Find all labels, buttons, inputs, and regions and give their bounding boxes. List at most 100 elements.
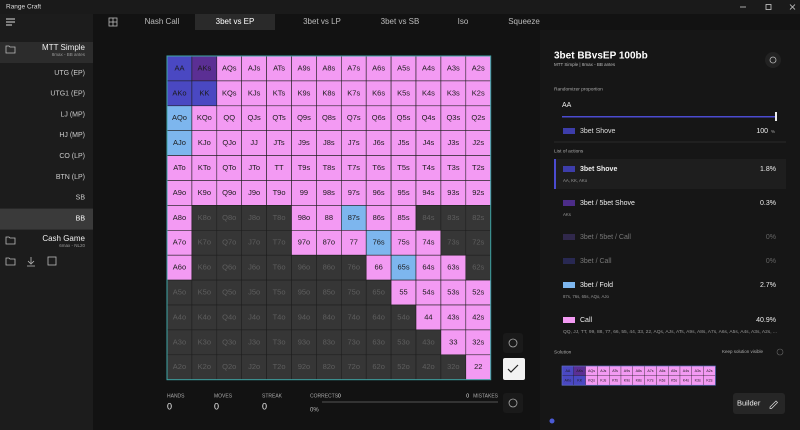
hand-cell[interactable] [340, 80, 367, 107]
settings-button[interactable] [765, 52, 781, 68]
builder-button[interactable] [733, 393, 785, 414]
tab[interactable]: Squeeze [508, 17, 540, 26]
hand-cell[interactable] [465, 105, 491, 132]
hand-cell[interactable] [415, 254, 442, 281]
hand-cell[interactable] [241, 55, 267, 82]
hand-cell[interactable] [216, 254, 243, 281]
hand-cell[interactable] [291, 354, 317, 380]
toggle[interactable] [776, 348, 784, 356]
hand-cell[interactable] [316, 105, 342, 132]
hand-cell[interactable] [316, 130, 342, 156]
hand-cell[interactable] [216, 279, 243, 306]
hand-cell[interactable] [390, 354, 417, 380]
group-name[interactable]: MTT Simple [42, 43, 86, 52]
hand-cell[interactable] [415, 130, 442, 156]
group-name[interactable]: Cash Game [42, 234, 85, 243]
position[interactable]: LJ (MP) [61, 111, 86, 118]
hand-cell[interactable] [241, 80, 267, 107]
hand-cell[interactable] [415, 304, 442, 331]
hand-cell[interactable] [365, 55, 392, 82]
hand-cell[interactable] [291, 205, 317, 231]
hand-cell[interactable] [216, 329, 243, 356]
hand-cell[interactable] [340, 279, 367, 306]
hand-cell[interactable] [266, 180, 292, 206]
hand-cell[interactable] [340, 130, 367, 156]
hand-cell[interactable] [415, 55, 442, 82]
hand-cell[interactable] [465, 304, 491, 331]
hand-cell[interactable] [316, 205, 342, 231]
window-controls[interactable] [740, 4, 796, 10]
hand-cell[interactable] [241, 230, 267, 256]
hand-cell[interactable] [241, 105, 267, 132]
hand-cell[interactable] [191, 130, 218, 156]
hand-cell[interactable] [415, 105, 442, 132]
position[interactable]: UTG (EP) [54, 70, 85, 77]
hand-cell[interactable] [390, 304, 417, 331]
hand-cell[interactable] [216, 205, 243, 231]
hand-cell[interactable] [365, 80, 392, 107]
hand-cell[interactable] [216, 130, 243, 156]
hand-cell[interactable] [365, 254, 392, 281]
hand-cell[interactable] [166, 205, 193, 231]
hand-cell[interactable] [316, 55, 342, 82]
tab[interactable]: 3bet vs LP [303, 17, 341, 26]
hand-cell[interactable] [266, 155, 292, 181]
hand-cell[interactable] [465, 254, 491, 281]
hand-cell[interactable] [465, 180, 491, 206]
hand-cell[interactable] [266, 130, 292, 156]
hand-cell[interactable] [440, 205, 467, 231]
position[interactable]: CO (LP) [59, 153, 85, 160]
hand-cell[interactable] [440, 230, 467, 256]
hand-cell[interactable] [340, 304, 367, 331]
grid-icon[interactable] [108, 17, 118, 27]
hand-cell[interactable] [241, 155, 267, 181]
bottom-icons[interactable] [5, 256, 57, 267]
hand-cell[interactable] [440, 354, 467, 380]
hand-cell[interactable] [316, 329, 342, 356]
hand-cell[interactable] [216, 80, 243, 107]
hand-cell[interactable] [340, 230, 367, 256]
position-selected-bg[interactable] [0, 208, 93, 230]
hand-cell[interactable] [365, 230, 392, 256]
active-tab[interactable] [195, 14, 275, 30]
hand-cell[interactable] [241, 130, 267, 156]
refresh-button[interactable] [503, 333, 523, 353]
hand-cell[interactable] [440, 130, 467, 156]
position[interactable]: BTN (LP) [56, 174, 85, 181]
tab[interactable]: Nash Call [145, 17, 180, 26]
hand-cell[interactable] [191, 155, 218, 181]
hand-cell[interactable] [340, 180, 367, 206]
action-name[interactable]: 3bet / 5bet Shove [580, 200, 635, 207]
check-button[interactable] [503, 358, 525, 380]
tab[interactable]: 3bet vs EP [216, 17, 255, 26]
hand-cell[interactable] [266, 304, 292, 331]
hand-cell[interactable] [266, 105, 292, 132]
slider-handle[interactable] [775, 112, 777, 121]
hand-cell[interactable] [191, 329, 218, 356]
hand-cell[interactable] [390, 254, 417, 281]
hand-cell[interactable] [415, 279, 442, 306]
menu-icon[interactable] [6, 18, 15, 26]
hand-cell[interactable] [465, 155, 491, 181]
action-swatch[interactable] [563, 317, 575, 323]
hand-cell[interactable] [216, 180, 243, 206]
hand-cell[interactable] [191, 279, 218, 306]
hand-cell[interactable] [440, 155, 467, 181]
tab[interactable]: 3bet vs SB [381, 17, 420, 26]
hand-cell[interactable] [390, 205, 417, 231]
hand-cell[interactable] [390, 230, 417, 256]
hand-cell[interactable] [415, 354, 442, 380]
hand-cell[interactable] [390, 80, 417, 107]
action-name[interactable]: 3bet / Call [580, 258, 612, 265]
hand-cell[interactable] [440, 180, 467, 206]
hand-cell[interactable] [340, 55, 367, 82]
hand-cell[interactable] [191, 354, 218, 380]
hand-cell[interactable] [365, 130, 392, 156]
action-swatch[interactable] [563, 282, 575, 288]
hand-cell[interactable] [340, 155, 367, 181]
hand-cell[interactable] [216, 354, 243, 380]
hand-cell[interactable] [266, 80, 292, 107]
hand-cell[interactable] [316, 279, 342, 306]
hand-cell[interactable] [440, 279, 467, 306]
hand-cell[interactable] [166, 279, 193, 306]
